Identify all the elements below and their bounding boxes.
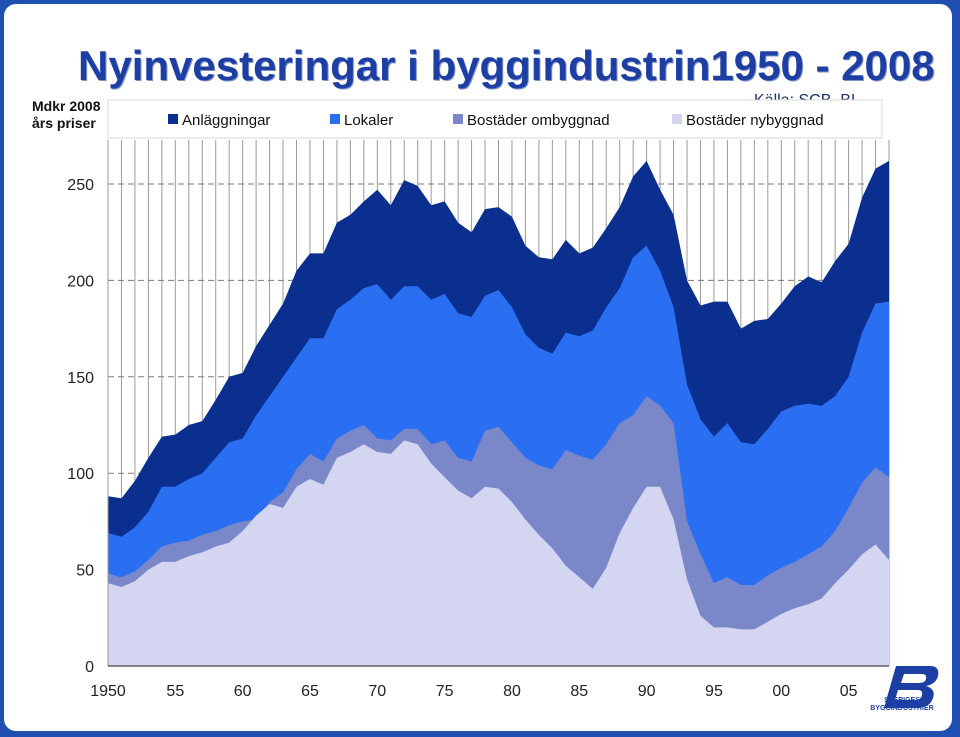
legend-swatch [168, 114, 178, 124]
y-tick-label: 200 [67, 273, 94, 290]
x-tick-label: 00 [772, 683, 790, 700]
x-tick-label: 75 [436, 683, 454, 700]
x-tick-label: 80 [503, 683, 521, 700]
x-tick-label: 65 [301, 683, 319, 700]
legend-label: Anläggningar [182, 112, 270, 129]
x-tick-label: 55 [166, 683, 184, 700]
y-tick-label: 50 [76, 563, 94, 580]
y-tick-label: 150 [67, 370, 94, 387]
legend-swatch [330, 114, 340, 124]
x-tick-label: 05 [840, 683, 858, 700]
legend-swatch [672, 114, 682, 124]
y-tick-label: 100 [67, 466, 94, 483]
x-tick-label: 70 [368, 683, 386, 700]
x-tick-label: 85 [570, 683, 588, 700]
logo-text-line-1: SVERIGES [862, 697, 942, 705]
legend-label: Bostäder nybyggnad [686, 112, 824, 129]
x-tick-label: 60 [234, 683, 252, 700]
x-tick-label: 1950 [90, 683, 126, 700]
logo-text: SVERIGES BYGGINDUSTRIER [862, 697, 942, 713]
legend-label: Lokaler [344, 112, 393, 129]
y-tick-label: 250 [67, 177, 94, 194]
legend-label: Bostäder ombyggnad [467, 112, 610, 129]
logo-text-line-2: BYGGINDUSTRIER [862, 705, 942, 713]
y-tick-label: 0 [85, 659, 94, 676]
x-tick-label: 95 [705, 683, 723, 700]
x-tick-label: 90 [638, 683, 656, 700]
chart-svg: 0 50 100 150 200 250 1950 55 60 65 70 75 80 85 90 95 00 0… [0, 0, 960, 737]
legend-swatch [453, 114, 463, 124]
